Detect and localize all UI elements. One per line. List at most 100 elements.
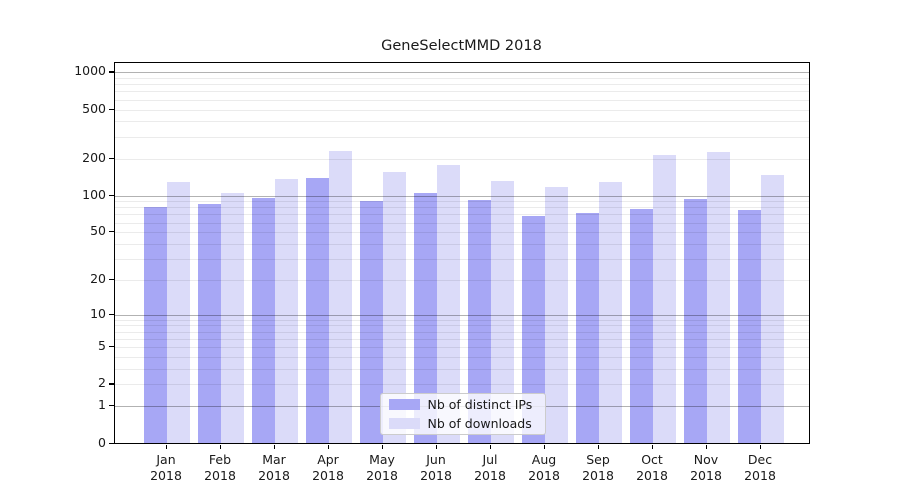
bar-downloads-jun (437, 165, 460, 444)
x-tick-label-jan: Jan 2018 (150, 452, 182, 483)
minor-gridline (114, 121, 809, 123)
y-tick-mark (108, 346, 114, 348)
minor-gridline (114, 84, 809, 86)
x-tick-label-dec: Dec 2018 (744, 452, 776, 483)
y-tick-label-2: 2 (98, 375, 106, 391)
y-tick-mark (108, 405, 114, 407)
x-tick-mark (436, 444, 438, 449)
x-tick-mark (652, 444, 654, 449)
legend-swatch-downloads (388, 418, 420, 429)
y-tick-mark (108, 313, 114, 315)
bar-downloads-may (383, 171, 406, 444)
major-gridline (114, 195, 809, 197)
y-tick-label-500: 500 (82, 100, 106, 116)
minor-gridline (114, 136, 809, 138)
minor-gridline (114, 347, 809, 349)
bar-distinct-ips-jul (468, 199, 491, 444)
minor-gridline (114, 319, 809, 321)
y-tick-mark (108, 157, 114, 159)
x-tick-mark (490, 444, 492, 449)
y-tick-label-1: 1 (98, 397, 106, 413)
minor-gridline (114, 259, 809, 261)
bar-downloads-mar (275, 178, 298, 444)
y-tick-mark (108, 442, 114, 444)
bar-distinct-ips-apr (306, 177, 329, 444)
x-tick-mark (706, 444, 708, 449)
y-tick-label-5: 5 (98, 338, 106, 354)
x-tick-mark (220, 444, 222, 449)
minor-gridline (114, 78, 809, 79)
bar-downloads-jul (491, 180, 514, 444)
minor-gridline (114, 158, 809, 160)
bar-downloads-sep (599, 181, 622, 444)
minor-gridline (114, 222, 809, 224)
legend: Nb of distinct IPs Nb of downloads (379, 393, 546, 435)
minor-gridline (114, 243, 809, 245)
minor-gridline (114, 279, 809, 281)
legend-item-downloads: Nb of downloads (388, 416, 537, 431)
x-tick-mark (544, 444, 546, 449)
bar-distinct-ips-jan (144, 207, 167, 444)
bar-downloads-jan (167, 181, 190, 444)
major-gridline (114, 314, 809, 316)
minor-gridline (114, 357, 809, 359)
minor-gridline (114, 325, 809, 327)
y-tick-label-0: 0 (98, 434, 106, 450)
bar-distinct-ips-dec (738, 210, 761, 444)
y-tick-mark (108, 278, 114, 281)
minor-gridline (114, 207, 809, 209)
plot-area: Nb of distinct IPs Nb of downloads (113, 62, 810, 444)
bar-downloads-oct (653, 155, 676, 444)
x-tick-label-aug: Aug 2018 (528, 452, 560, 483)
y-tick-mark (108, 383, 114, 385)
x-tick-mark (382, 444, 384, 449)
y-tick-label-50: 50 (90, 223, 106, 239)
bar-distinct-ips-jun (414, 192, 437, 444)
x-tick-label-apr: Apr 2018 (312, 452, 344, 483)
bar-downloads-feb (221, 193, 244, 444)
y-tick-label-200: 200 (82, 149, 106, 165)
x-tick-label-feb: Feb 2018 (204, 452, 236, 483)
major-gridline (114, 72, 809, 74)
legend-item-distinct-ips: Nb of distinct IPs (388, 397, 537, 412)
bar-distinct-ips-sep (576, 213, 599, 444)
x-tick-mark (598, 444, 600, 449)
x-tick-label-may: May 2018 (366, 452, 398, 483)
x-tick-label-oct: Oct 2018 (636, 452, 668, 483)
minor-gridline (114, 384, 809, 386)
x-tick-mark (274, 444, 276, 449)
y-tick-mark (108, 71, 114, 73)
x-tick-label-sep: Sep 2018 (582, 452, 614, 483)
minor-gridline (114, 214, 809, 216)
bar-downloads-dec (761, 175, 784, 444)
x-tick-label-mar: Mar 2018 (258, 452, 290, 483)
y-tick-mark (108, 108, 114, 110)
bar-downloads-aug (545, 186, 568, 444)
y-tick-label-100: 100 (82, 186, 106, 202)
minor-gridline (114, 331, 809, 333)
bar-distinct-ips-mar (252, 197, 275, 444)
bar-distinct-ips-oct (630, 209, 653, 444)
legend-label-distinct-ips: Nb of distinct IPs (427, 397, 533, 412)
x-tick-mark (760, 444, 762, 449)
minor-gridline (114, 99, 809, 101)
y-tick-mark (108, 194, 114, 196)
legend-swatch-distinct-ips (388, 399, 420, 410)
bar-distinct-ips-may (360, 201, 383, 444)
x-tick-mark (328, 444, 330, 449)
minor-gridline (114, 369, 809, 371)
x-tick-label-nov: Nov 2018 (690, 452, 722, 483)
chart-title: GeneSelectMMD 2018 (381, 38, 542, 54)
bar-distinct-ips-aug (522, 216, 545, 444)
bar-downloads-apr (329, 151, 352, 444)
x-tick-label-jul: Jul 2018 (474, 452, 506, 483)
y-tick-label-20: 20 (90, 270, 106, 286)
minor-gridline (114, 201, 809, 203)
y-tick-label-10: 10 (90, 305, 106, 321)
legend-label-downloads: Nb of downloads (427, 416, 532, 431)
minor-gridline (114, 109, 809, 111)
minor-gridline (114, 232, 809, 234)
y-tick-mark (108, 231, 114, 233)
bar-downloads-nov (707, 151, 730, 444)
